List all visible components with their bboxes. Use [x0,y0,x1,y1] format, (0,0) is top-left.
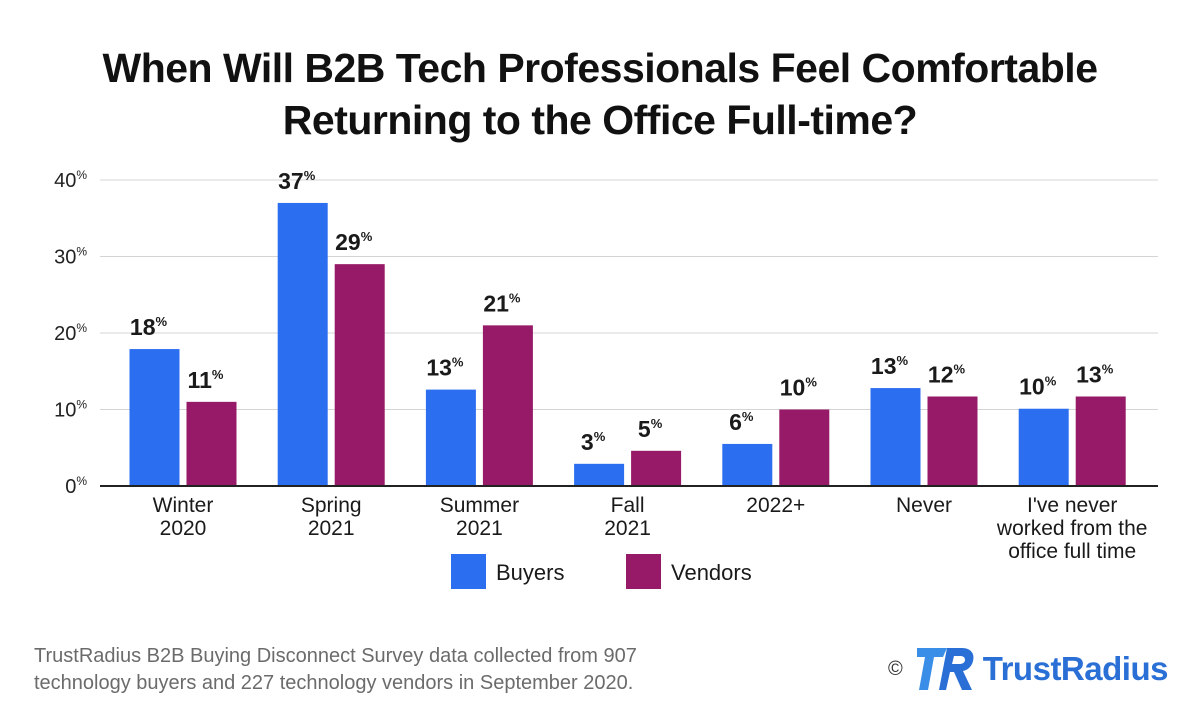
brand-name: TrustRadius [982,650,1169,687]
chart-title-line-1: When Will B2B Tech Professionals Feel Co… [102,45,1099,91]
value-label-vendors-3: 5% [638,416,663,442]
y-tick-label-40: 40% [54,168,87,192]
y-tick-label-20: 20% [54,321,87,345]
value-label-vendors-0: 11% [188,367,224,393]
x-tick-label-2-1: 2021 [456,517,503,540]
value-label-buyers-6: 10% [1019,374,1057,400]
value-label-buyers-2: 13% [426,355,464,381]
chart-title: When Will B2B Tech Professionals Feel Co… [0,42,1200,146]
y-tick-label-10: 10% [54,398,87,422]
bar-buyers-5 [870,388,921,486]
bar-vendors-4 [779,409,830,486]
value-label-vendors-2: 21% [483,290,521,316]
y-tick-label-0: 0% [65,474,87,498]
bar-vendors-6 [1075,396,1126,486]
x-tick-label-5-0: Never [896,494,952,517]
value-label-vendors-6: 13% [1076,361,1114,387]
legend-label-buyers: Buyers [496,560,564,585]
x-tick-label-3-1: 2021 [604,517,651,540]
chart-title-line-2: Returning to the Office Full-time? [282,97,918,143]
legend-swatch-vendors [626,554,661,589]
x-tick-label-3-0: Fall [611,494,645,517]
bar-buyers-4 [722,443,773,486]
bar-buyers-0 [129,349,180,486]
bar-vendors-3 [631,450,682,486]
x-tick-label-0-0: Winter [153,494,214,517]
value-label-buyers-1: 37% [278,168,316,194]
legend-label-vendors: Vendors [671,560,752,585]
x-tick-label-1-1: 2021 [308,517,355,540]
value-label-buyers-3: 3% [581,429,606,455]
x-tick-label-6-0: I've never [1027,494,1117,517]
bar-vendors-2 [482,325,533,486]
bar-buyers-6 [1018,408,1069,486]
copyright-symbol: © [888,657,903,680]
bar-buyers-1 [277,202,328,486]
trustradius-logo-icon [916,648,974,690]
bar-vendors-0 [186,401,237,486]
value-label-buyers-5: 13% [871,353,909,379]
source-note: TrustRadius B2B Buying Disconnect Survey… [34,643,637,697]
source-line-1: TrustRadius B2B Buying Disconnect Survey… [34,645,637,667]
value-label-vendors-1: 29% [335,229,373,255]
x-tick-label-0-1: 2020 [160,517,207,540]
x-tick-label-2-0: Summer [440,494,519,517]
bar-buyers-3 [574,463,625,486]
legend-swatch-buyers [451,554,486,589]
x-tick-label-4-0: 2022+ [746,494,805,517]
y-tick-label-30: 30% [54,245,87,269]
x-tick-label-6-1: worked from the [996,517,1148,540]
value-label-buyers-4: 6% [729,409,754,435]
value-label-buyers-0: 18% [130,314,168,340]
bar-buyers-2 [425,389,476,486]
source-line-2: technology buyers and 227 technology ven… [34,672,634,694]
x-tick-label-1-0: Spring [301,494,362,517]
brand: © TrustRadius [888,646,1168,692]
value-label-vendors-4: 10% [780,375,818,401]
bar-vendors-5 [927,396,978,486]
x-tick-label-6-2: office full time [1008,540,1136,563]
bar-vendors-1 [334,264,385,486]
value-label-vendors-5: 12% [928,361,966,387]
